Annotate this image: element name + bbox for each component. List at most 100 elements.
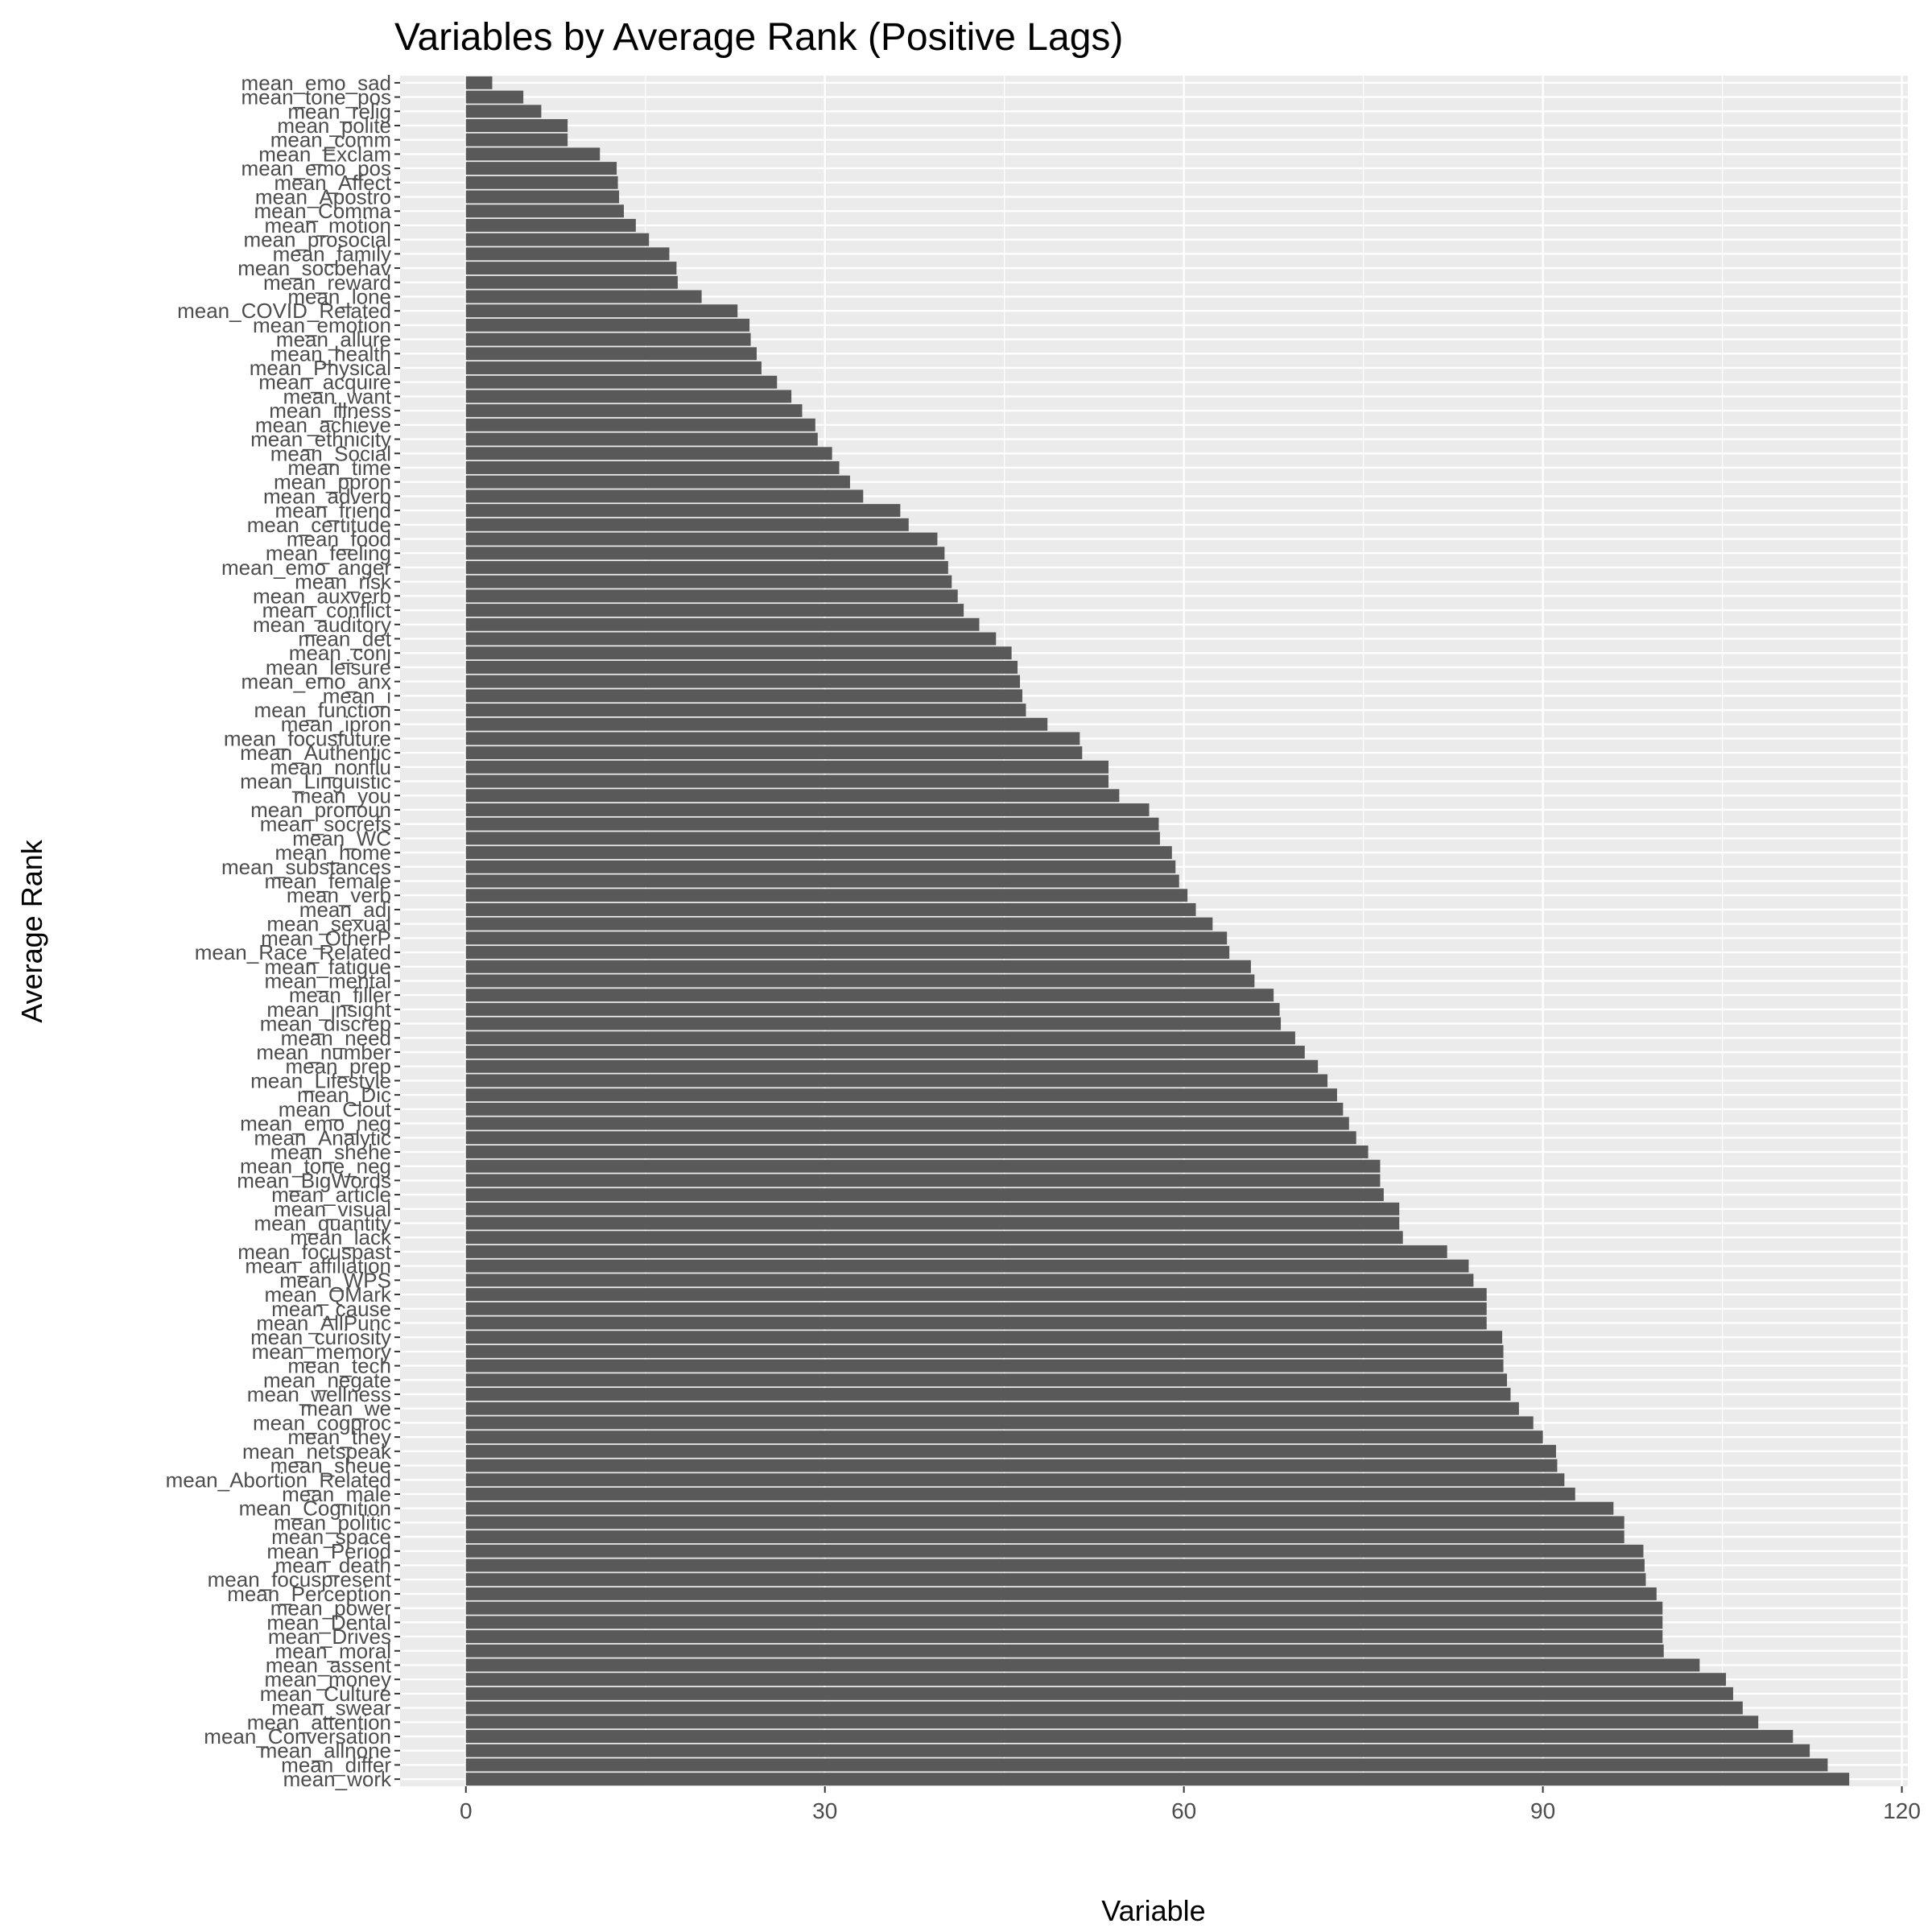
bar-mean_prosocial [465,233,650,246]
bar-mean_fatigue [465,960,1251,973]
x-tick-label: 60 [1171,1798,1196,1823]
y-tick-label: mean_Comma [254,199,391,223]
bar-mean_AllPunc [465,1316,1487,1330]
y-tick-label: mean_differ [281,1752,391,1777]
y-tick-label: mean_Clout [279,1097,392,1121]
bar-mean_article [465,1188,1384,1202]
y-tick-label: mean_Race_Related [195,940,391,964]
y-tick-label: mean_Affect [274,171,391,195]
y-tick-label: mean_Authentic [240,741,391,765]
y-tick-label: mean_they [287,1425,391,1449]
y-tick-label: mean_i [323,683,391,708]
chart-title: Variables by Average Rank (Positive Lags… [394,16,1123,59]
bar-mean_focusfuture [465,732,1080,745]
y-tick-label: mean_reward [263,270,391,295]
y-tick-label: mean_Dental [266,1610,391,1634]
y-tick-label: mean_family [273,242,391,266]
bar-mean_Drives [465,1630,1663,1644]
bar-mean_we [465,1402,1519,1415]
bar-mean_emotion [465,318,750,332]
bar-mean_focuspresent [465,1573,1646,1587]
y-tick-label: mean_nonflu [270,755,391,779]
bar-mean_tone_pos [465,90,524,104]
bar-mean_shehe [465,1146,1368,1158]
y-tick-label: mean_WPS [279,1268,391,1292]
y-tick-label: mean_swear [271,1696,391,1720]
bar-mean_conj [465,646,1012,660]
bar-mean_affiliation [465,1259,1469,1273]
y-tick-label: mean_sheue [270,1454,391,1478]
bar-mean_sheue [465,1459,1558,1472]
y-tick-label: mean_BigWords [237,1168,391,1192]
y-tick-label: mean_conflict [262,598,392,622]
y-tick-label: mean_prep [285,1055,391,1079]
bar-mean_certitude [465,518,909,531]
y-tick-label: mean_time [287,456,391,480]
y-tick-label: mean_ppron [274,470,391,494]
y-tick-label: mean_emo_pos [242,156,391,180]
bar-mean_differ [465,1758,1828,1772]
y-tick-label: mean_prosocial [243,228,391,252]
bar-mean_negate [465,1373,1508,1387]
y-tick-label: mean_visual [274,1197,391,1221]
bar-mean_Analytic [465,1131,1356,1145]
bar-mean_you [465,789,1120,803]
bar-mean_ethnicity [465,432,818,446]
y-tick-label: mean_emo_sad [242,71,391,95]
y-tick-label: mean_auditory [253,613,391,637]
plot-panel [400,76,1908,1786]
y-tick-label: mean_affiliation [245,1254,391,1278]
y-tick-label: mean_lone [287,284,391,308]
y-tick-label: mean_verb [287,883,391,907]
x-tick-label: 120 [1883,1798,1921,1823]
bar-mean_moral [465,1644,1664,1657]
y-tick-label: mean_power [270,1596,392,1620]
bar-mean_risk [465,575,952,588]
bar-mean_achieve [465,418,815,431]
y-tick-label: mean_work [283,1767,392,1791]
y-tick-label: mean_adj [299,898,391,922]
y-tick-label: mean_emotion [253,313,391,337]
bar-mean_WPS [465,1274,1474,1287]
bar-mean_i [465,689,1022,703]
y-tick-label: mean_Physical [250,356,391,380]
bar-mean_lack [465,1231,1403,1245]
y-tick-label: mean_assent [266,1653,392,1677]
y-tick-label: mean_Period [266,1539,391,1563]
bar-mean_wellness [465,1388,1511,1401]
y-tick-label: mean_feeling [266,541,391,565]
y-tick-label: mean_Linguistic [240,770,391,794]
y-tick-label: mean_Conversation [204,1724,391,1748]
bar-mean_verb [465,889,1188,902]
bar-mean_focuspast [465,1245,1447,1258]
y-tick-label: mean_allure [276,328,391,352]
bar-mean_acquire [465,375,778,389]
y-tick-label: mean_filler [289,983,392,1007]
bar-mean_feeling [465,547,945,560]
y-tick-label: mean_emo_anger [221,555,391,580]
bar-mean_nonflu [465,760,1109,774]
bar-mean_quantity [465,1216,1400,1230]
bar-mean_auditory [465,617,980,631]
bar-mean_socbehav [465,262,677,275]
bar-mean_money [465,1673,1727,1686]
y-tick-label: mean_ethnicity [250,427,391,452]
bar-mean_want [465,390,792,403]
y-tick-label: mean_acquire [258,370,391,394]
y-tick-label: mean_memory [252,1340,391,1364]
y-tick-label: mean_emo_neg [240,1112,391,1136]
bar-mean_BigWords [465,1174,1381,1187]
bar-mean_Social [465,447,832,460]
y-tick-label: mean_focusfuture [224,726,391,750]
bar-mean_number [465,1046,1305,1059]
y-tick-label: mean_friend [275,498,391,522]
y-tick-label: mean_socrefs [260,812,391,836]
y-tick-label: mean_det [298,626,391,650]
bar-mean_OtherP [465,931,1228,945]
y-tick-label: mean_QMark [265,1282,392,1307]
y-tick-label: mean_fatigue [264,955,391,979]
bar-mean_emo_neg [465,1117,1349,1130]
bar-mean_Clout [465,1102,1344,1116]
x-tick-label: 30 [812,1798,837,1823]
